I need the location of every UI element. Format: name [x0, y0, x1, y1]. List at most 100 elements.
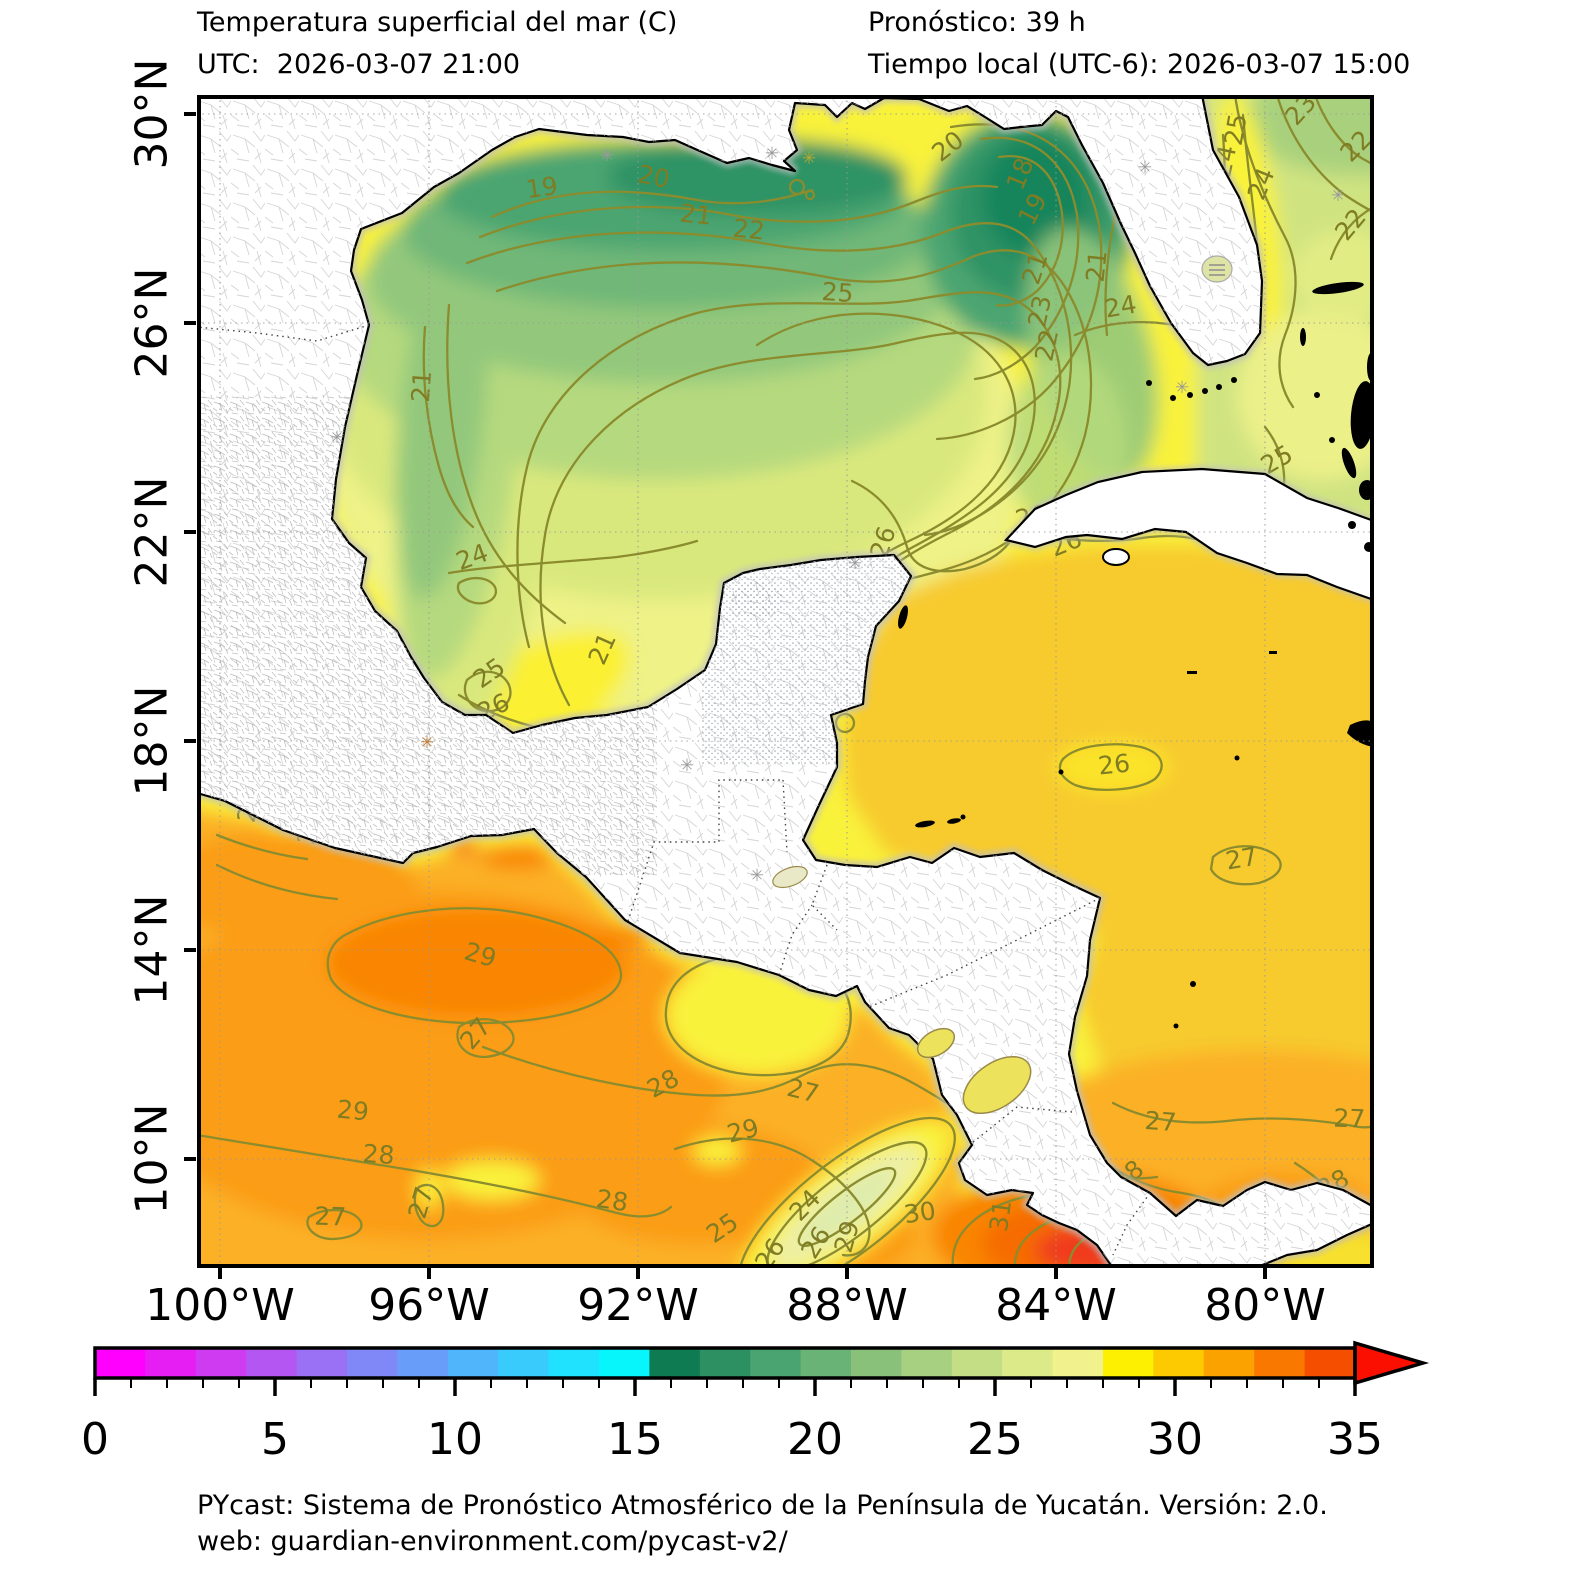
x-axis-tick-label: 84°W [995, 1280, 1117, 1331]
local-timestamp: Tiempo local (UTC-6): 2026-03-07 15:00 [868, 49, 1411, 80]
contour-label: 24 [1102, 290, 1138, 324]
colorbar-segment [699, 1348, 751, 1378]
contour-label: 27 [314, 1201, 347, 1231]
colorbar-segment [1153, 1348, 1205, 1378]
colorbar-segment [851, 1348, 902, 1378]
colorbar-segment [599, 1348, 650, 1378]
contour-label: 21 [406, 370, 437, 404]
station-marker: ✳ [1138, 158, 1152, 178]
colorbar-segment [246, 1348, 298, 1378]
colorbar-segment [750, 1348, 802, 1378]
colorbar-segment [1203, 1348, 1255, 1378]
contour-label: 27 [1144, 1106, 1178, 1137]
colorbar-overflow-arrow [1353, 1340, 1430, 1386]
colorbar-segment [548, 1348, 600, 1378]
contour-label: 19 [524, 171, 560, 204]
y-axis-tick [184, 530, 196, 534]
station-marker: ✳ [750, 866, 764, 886]
y-axis-tick-label: 10°N [126, 1103, 178, 1215]
x-axis-tick [1054, 1267, 1058, 1279]
station-marker: ✳ [1175, 378, 1189, 398]
station-marker: ✳ [848, 554, 862, 574]
station-marker: ✳ [600, 146, 614, 166]
colorbar-segment [447, 1348, 499, 1378]
colorbar-tick-label: 0 [81, 1414, 109, 1465]
station-marker: ✳ [765, 144, 779, 164]
graticule [197, 95, 1374, 1268]
station-marker: ✳ [1331, 186, 1345, 206]
colorbar-tick-label: 35 [1327, 1414, 1383, 1465]
contour-label: 31 [984, 1198, 1017, 1234]
contour-label: 30 [902, 1196, 938, 1229]
x-axis-tick-label: 92°W [577, 1280, 699, 1331]
y-axis-tick [184, 948, 196, 952]
sst-map: 1920212220181921232225212322252423242522… [197, 95, 1374, 1268]
contour-label: 21 [1080, 249, 1112, 284]
colorbar-tick-label: 25 [967, 1414, 1023, 1465]
x-axis-tick-label: 80°W [1204, 1280, 1326, 1331]
colorbar-segment [649, 1348, 701, 1378]
colorbar-segment [195, 1348, 247, 1378]
y-axis-tick-label: 30°N [126, 58, 178, 170]
x-axis-tick-label: 88°W [786, 1280, 908, 1331]
contour-label: 29 [336, 1094, 371, 1126]
colorbar-frame [93, 1346, 1357, 1380]
contour-label: 25 [1219, 111, 1253, 147]
contour-label: 22 [732, 213, 767, 245]
footer-web-url: web: guardian-environment.com/pycast-v2/ [197, 1526, 788, 1557]
x-axis-tick-label: 96°W [368, 1280, 490, 1331]
contour-label: 25 [821, 277, 855, 308]
x-axis-tick [845, 1267, 849, 1279]
x-axis-tick [218, 1267, 222, 1279]
colorbar-segment [1254, 1348, 1306, 1378]
colorbar-tick-label: 15 [607, 1414, 663, 1465]
colorbar-tick-label: 5 [261, 1414, 289, 1465]
station-marker: ✳ [802, 149, 816, 169]
colorbar-segment [296, 1348, 348, 1378]
sst-map-canvas: 1920212220181921232225212322252423242522… [197, 95, 1374, 1268]
x-axis-tick [636, 1267, 640, 1279]
y-axis-tick-label: 18°N [126, 685, 178, 797]
map-frame [197, 95, 1374, 1268]
station-markers: ✳ ✳ ✳ ✳ ✳ ✳ ✳ ✳ ✳ ✳ ✳ [330, 144, 1345, 886]
lakes [772, 255, 1233, 1115]
contour-label: 28 [362, 1139, 396, 1170]
footer-system-info: PYcast: Sistema de Pronóstico Atmosféric… [197, 1490, 1328, 1521]
contour-label: 26 [1097, 748, 1132, 780]
y-axis-tick-label: 26°N [126, 267, 178, 379]
international-borders [197, 324, 1151, 1256]
x-axis-tick-label: 100°W [145, 1280, 295, 1331]
x-axis-tick [427, 1267, 431, 1279]
colorbar-segment [397, 1348, 449, 1378]
contour-label: 22 [1029, 327, 1064, 364]
colorbar-segment [1002, 1348, 1054, 1378]
colorbar-segment [95, 1348, 146, 1378]
station-marker: ✳ [330, 428, 344, 448]
forecast-hour: Pronóstico: 39 h [868, 7, 1086, 38]
station-marker: ✳ [680, 756, 694, 776]
colorbar-segment [498, 1348, 550, 1378]
contour-label: 21 [679, 198, 714, 230]
colorbar-segment [1052, 1348, 1104, 1378]
y-axis-tick [184, 112, 196, 116]
station-marker: ✳ [420, 733, 434, 753]
contour-label: 28 [594, 1184, 630, 1217]
island-cuba [1003, 467, 1374, 602]
contour-label: 23 [1022, 293, 1057, 330]
utc-timestamp: UTC: 2026-03-07 21:00 [197, 49, 521, 80]
colorbar-segment [1103, 1348, 1154, 1378]
colorbar-tick-label: 10 [427, 1414, 483, 1465]
x-axis-tick [1263, 1267, 1267, 1279]
colorbar-segment [901, 1348, 953, 1378]
page-title: Temperatura superficial del mar (C) [197, 7, 678, 38]
contour-label: 20 [635, 159, 672, 194]
y-axis-tick-label: 22°N [126, 476, 178, 588]
contour-label: 27 [1223, 842, 1259, 876]
y-axis-tick [184, 1157, 196, 1161]
y-axis-tick-label: 14°N [126, 894, 178, 1006]
colorbar-segment [951, 1348, 1003, 1378]
colorbar-tick-label: 30 [1147, 1414, 1203, 1465]
colorbar-segment [145, 1348, 197, 1378]
contour-label: 27 [1333, 1103, 1366, 1133]
